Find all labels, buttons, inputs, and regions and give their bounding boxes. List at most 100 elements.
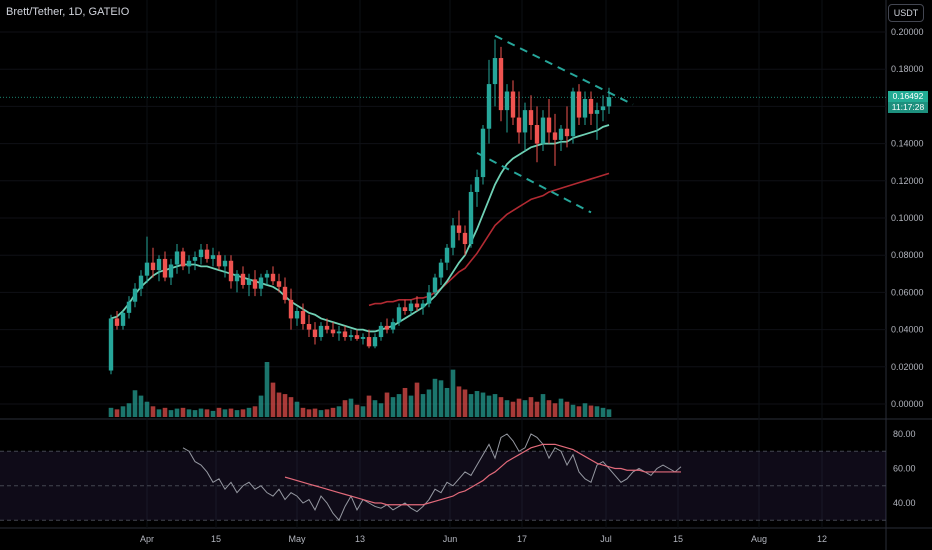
- price-tick-label: 0.14000: [891, 139, 924, 149]
- volume-bar: [492, 394, 498, 417]
- volume-bar: [546, 400, 552, 417]
- candle-body: [288, 299, 294, 319]
- volume-bar: [222, 409, 228, 417]
- volume-bar: [192, 410, 198, 417]
- volume-bar: [354, 404, 360, 417]
- candlesticks: [108, 39, 612, 375]
- volume-bar: [390, 397, 396, 417]
- candle-body: [426, 292, 432, 304]
- price-tick-label: 0.00000: [891, 399, 924, 409]
- candle-body: [186, 260, 192, 267]
- volume-bar: [396, 394, 402, 417]
- candle-body: [432, 277, 438, 293]
- volume-bar: [228, 408, 234, 417]
- candle-body: [522, 110, 528, 133]
- candle-body: [420, 303, 426, 308]
- candle-body: [474, 177, 480, 192]
- candle-body: [216, 255, 222, 267]
- candle-body: [168, 264, 174, 278]
- rsi-ma-line: [284, 443, 681, 506]
- countdown-tag: 11:17:28: [888, 102, 928, 113]
- volume-bar: [246, 407, 252, 417]
- trendlines: [476, 34, 634, 214]
- volume-bar: [450, 369, 456, 417]
- volume-bar: [462, 389, 468, 417]
- time-tick-label: 17: [517, 534, 527, 544]
- ema-slow-line: [368, 172, 610, 307]
- rsi-panel: [0, 433, 886, 522]
- volume-bar: [258, 395, 264, 417]
- candle-body: [396, 307, 402, 323]
- volume-bar: [234, 410, 240, 417]
- candle-body: [300, 311, 306, 325]
- candle-body: [600, 106, 606, 111]
- candle-body: [312, 329, 318, 338]
- volume-bar: [420, 394, 426, 417]
- time-tick-label: 15: [673, 534, 683, 544]
- price-tick-label: 0.18000: [891, 64, 924, 74]
- volume-bar: [474, 391, 480, 417]
- candle-body: [342, 331, 348, 338]
- candle-body: [180, 251, 186, 267]
- candle-body: [372, 337, 378, 347]
- volume-bar: [552, 403, 558, 417]
- volume-bar: [384, 392, 390, 417]
- candle-body: [408, 303, 414, 311]
- rsi-axis[interactable]: 80.00 60.00 40.00: [893, 429, 916, 508]
- candle-body: [498, 58, 504, 111]
- volume-bar: [498, 397, 504, 417]
- volume-bar: [426, 389, 432, 417]
- volume-bar: [162, 407, 168, 417]
- volume-bar: [198, 408, 204, 417]
- candle-body: [486, 84, 492, 129]
- candle-body: [492, 58, 498, 85]
- volume-bar: [540, 394, 546, 417]
- volume-bar: [534, 401, 540, 417]
- volume-bar: [312, 408, 318, 417]
- volume-bar: [336, 406, 342, 417]
- volume-bar: [366, 395, 372, 417]
- candle-body: [594, 110, 600, 114]
- volume-bar: [210, 410, 216, 417]
- currency-button[interactable]: USDT: [888, 4, 924, 22]
- ema-fast-line: [110, 124, 610, 333]
- volume-bar: [174, 408, 180, 417]
- volume-bar: [594, 406, 600, 417]
- volume-bar: [186, 409, 192, 417]
- volume-bar: [114, 409, 120, 417]
- candle-body: [258, 277, 264, 289]
- volume-bar: [276, 392, 282, 417]
- volume-bar: [372, 400, 378, 417]
- volume-bar: [264, 362, 270, 417]
- volume-bar: [522, 400, 528, 417]
- candle-body: [294, 311, 300, 319]
- candle-body: [336, 331, 342, 334]
- time-axis[interactable]: Apr 15 May 13 Jun 17 Jul 15 Aug 12: [140, 534, 827, 544]
- time-tick-label: Jul: [600, 534, 612, 544]
- time-tick-label: 15: [211, 534, 221, 544]
- volume-bar: [144, 401, 150, 417]
- candle-body: [528, 110, 534, 125]
- volume-bar: [252, 406, 258, 417]
- volume-bar: [330, 407, 336, 417]
- volume-bar: [432, 378, 438, 417]
- candle-body: [516, 117, 522, 133]
- volume-bar: [306, 409, 312, 417]
- volume-bar: [108, 407, 114, 417]
- price-tick-label: 0.08000: [891, 250, 924, 260]
- candle-body: [444, 247, 450, 263]
- candle-body: [606, 97, 612, 107]
- price-tick-label: 0.10000: [891, 213, 924, 223]
- candle-body: [120, 312, 126, 326]
- volume-bar: [504, 400, 510, 417]
- candle-body: [324, 325, 330, 330]
- candle-body: [174, 251, 180, 265]
- volume-bar: [564, 401, 570, 417]
- candle-body: [504, 91, 510, 111]
- trendline: [476, 152, 592, 214]
- candle-body: [306, 324, 312, 330]
- candle-body: [132, 288, 138, 302]
- price-tick-label: 0.02000: [891, 362, 924, 372]
- candle-body: [144, 262, 150, 276]
